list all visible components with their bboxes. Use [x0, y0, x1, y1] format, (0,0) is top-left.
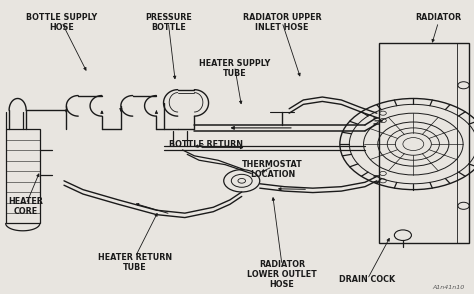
- Text: RADIATOR UPPER
INLET HOSE: RADIATOR UPPER INLET HOSE: [243, 13, 321, 32]
- Text: HEATER RETURN
TUBE: HEATER RETURN TUBE: [98, 253, 172, 272]
- Text: A1n41n10: A1n41n10: [432, 285, 465, 290]
- FancyBboxPatch shape: [6, 129, 40, 223]
- Text: RADIATOR
LOWER OUTLET
HOSE: RADIATOR LOWER OUTLET HOSE: [247, 260, 317, 289]
- Text: THERMOSTAT
LOCATION: THERMOSTAT LOCATION: [242, 160, 303, 179]
- Text: PRESSURE
BOTTLE: PRESSURE BOTTLE: [145, 13, 191, 32]
- Text: BOTTLE SUPPLY
HOSE: BOTTLE SUPPLY HOSE: [26, 13, 97, 32]
- Text: RADIATOR: RADIATOR: [415, 13, 462, 22]
- Text: HEATER SUPPLY
TUBE: HEATER SUPPLY TUBE: [199, 59, 270, 78]
- Text: DRAIN COCK: DRAIN COCK: [339, 275, 395, 284]
- Text: HEATER
CORE: HEATER CORE: [9, 197, 44, 216]
- Text: BOTTLE RETURN: BOTTLE RETURN: [169, 140, 243, 149]
- FancyBboxPatch shape: [379, 43, 469, 243]
